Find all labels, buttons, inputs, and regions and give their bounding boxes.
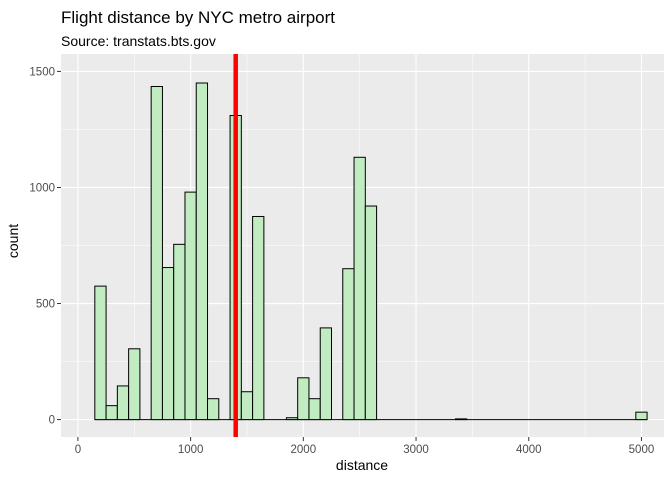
histogram-bar — [364, 205, 378, 421]
histogram-bar — [240, 391, 254, 421]
x-tick-label: 1000 — [178, 444, 204, 456]
histogram-bar — [173, 243, 186, 421]
y-tick-label: 0 — [49, 415, 55, 427]
histogram-bar — [635, 411, 648, 421]
histogram-bar — [128, 348, 141, 421]
histogram-bar — [207, 398, 220, 421]
histogram-bar — [252, 215, 265, 421]
x-tick-label: 4000 — [516, 444, 542, 456]
histogram-bar — [150, 85, 163, 421]
y-axis: 0 500 1000 1500 — [29, 66, 61, 427]
x-tick-label: 3000 — [403, 444, 429, 456]
histogram-bar — [161, 267, 175, 421]
histogram-bar — [319, 327, 333, 421]
x-axis-title: distance — [336, 457, 388, 473]
histogram-bar — [285, 417, 299, 421]
histogram-bar — [105, 405, 118, 421]
chart-title: Flight distance by NYC metro airport — [61, 8, 335, 27]
chart-subtitle: Source: transtats.bts.gov — [61, 33, 216, 49]
histogram-bar — [116, 385, 130, 421]
y-tick-label: 1500 — [29, 66, 55, 78]
histogram-bar — [184, 191, 197, 421]
histogram-bar — [195, 82, 209, 421]
y-tick-label: 500 — [36, 299, 55, 311]
y-tick-label: 1000 — [29, 182, 55, 194]
y-axis-title: count — [5, 224, 21, 258]
histogram-bar — [94, 285, 107, 421]
x-tick-label: 5000 — [629, 444, 655, 456]
histogram-bar — [342, 268, 355, 421]
x-tick-label: 2000 — [291, 444, 317, 456]
x-axis: 0 1000 2000 3000 4000 5000 — [75, 437, 655, 456]
x-tick-label: 0 — [75, 444, 81, 456]
histogram-bar — [308, 398, 321, 421]
histogram-bar — [353, 156, 366, 421]
histogram-bar — [297, 377, 310, 421]
histogram-bar — [454, 418, 468, 421]
